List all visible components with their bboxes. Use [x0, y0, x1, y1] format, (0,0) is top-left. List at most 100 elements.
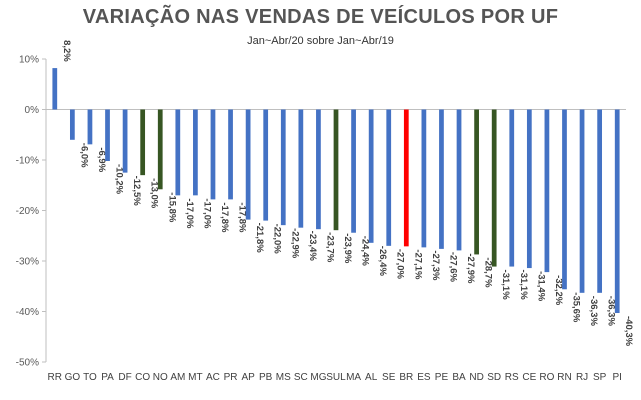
x-category-label: PB — [259, 372, 273, 383]
data-label: 8,2% — [61, 40, 72, 62]
x-category-label: RS — [505, 372, 519, 383]
data-label: -32,2% — [553, 275, 564, 306]
y-tick-label: -20% — [16, 206, 39, 217]
x-category-label: ES — [417, 372, 431, 383]
data-label: -6,9% — [96, 147, 107, 172]
x-category-label: CO — [135, 372, 150, 383]
data-label: -26,4% — [377, 246, 388, 277]
data-label: -31,1% — [500, 270, 511, 301]
data-label: -17,8% — [237, 202, 248, 233]
x-category-label: AP — [241, 372, 255, 383]
bar-se — [386, 109, 392, 246]
bar-to — [87, 109, 93, 145]
bar-pe — [439, 109, 444, 249]
bar-go — [69, 109, 75, 140]
data-label: -17,8% — [219, 202, 230, 233]
bar-pa — [105, 109, 110, 162]
bar-nd — [474, 109, 479, 255]
data-label: -12,5% — [131, 176, 142, 207]
x-category-label: SC — [294, 372, 308, 383]
bar-co — [140, 109, 146, 176]
bar-rn — [562, 109, 567, 290]
x-category-label: MT — [188, 372, 202, 383]
x-category-label: MA — [346, 372, 361, 383]
bar-rr — [52, 68, 58, 110]
x-category-label: SD — [487, 372, 501, 383]
bar-ma — [351, 109, 356, 233]
data-label: -27,9% — [465, 253, 476, 284]
bar-ce — [526, 109, 532, 269]
data-label: -23,9% — [342, 233, 353, 264]
bar-mg — [316, 109, 321, 230]
x-category-label: NO — [153, 372, 168, 383]
chart-subtitle: Jan~Abr/20 sobre Jan~Abr/19 — [247, 35, 394, 47]
data-label: -27,1% — [412, 249, 423, 280]
data-label: -15,8% — [166, 192, 177, 223]
data-label: -36,3% — [588, 296, 599, 327]
x-category-label: BA — [452, 372, 466, 383]
bar-ba — [456, 109, 462, 251]
x-category-label: SP — [593, 372, 607, 383]
y-tick-label: -30% — [16, 257, 39, 268]
x-category-label: PA — [101, 372, 114, 383]
y-tick-label: 10% — [19, 55, 39, 66]
y-tick-label: -10% — [16, 156, 39, 167]
data-label: -22,0% — [272, 224, 283, 255]
x-category-label: PI — [612, 372, 621, 383]
data-label: -17,0% — [201, 198, 212, 229]
data-label: -27,6% — [447, 252, 458, 283]
y-tick-label: -40% — [16, 307, 39, 318]
bar-ms — [280, 109, 286, 226]
y-tick-label: -50% — [16, 358, 39, 369]
data-label: -31,1% — [518, 270, 529, 301]
bar-es — [421, 109, 427, 248]
x-category-label: SUL — [326, 372, 346, 383]
bar-rs — [509, 109, 515, 267]
x-category-label: SE — [382, 372, 396, 383]
x-category-label: DF — [118, 372, 131, 383]
data-label: -10,2% — [114, 164, 125, 195]
bar-ap — [245, 109, 251, 220]
x-category-label: MS — [276, 372, 291, 383]
x-category-label: AL — [365, 372, 378, 383]
chart-title: VARIAÇÃO NAS VENDAS DE VEÍCULOS POR UF — [82, 6, 559, 28]
data-label: -35,6% — [570, 292, 581, 323]
data-label: -24,4% — [360, 236, 371, 267]
x-category-label: BR — [399, 372, 413, 383]
data-label: -36,3% — [606, 296, 617, 327]
x-category-label: RO — [539, 372, 554, 383]
y-tick-label: 0% — [25, 105, 40, 116]
bar-ro — [544, 109, 550, 273]
data-label: -23,7% — [324, 232, 335, 263]
data-label: -6,0% — [78, 143, 89, 168]
data-label: -13,0% — [149, 178, 160, 209]
bar-no — [157, 109, 163, 190]
bar-rj — [579, 109, 585, 293]
bar-ac — [210, 109, 216, 200]
data-label: -27,3% — [430, 250, 441, 281]
data-label: -21,8% — [254, 223, 265, 254]
x-category-label: TO — [83, 372, 97, 383]
x-category-label: AC — [206, 372, 220, 383]
x-category-label: AM — [170, 372, 185, 383]
data-label: -23,4% — [307, 231, 318, 262]
bar-al — [368, 109, 374, 243]
data-label: -17,0% — [184, 198, 195, 229]
x-category-label: CE — [522, 372, 536, 383]
x-category-label: ND — [469, 372, 483, 383]
bar-pi — [614, 109, 620, 314]
x-category-label: GO — [65, 372, 81, 383]
x-category-label: RN — [557, 372, 571, 383]
bar-sc — [298, 109, 304, 228]
bar-pb — [263, 109, 269, 221]
x-category-label: RR — [48, 372, 62, 383]
data-label: -31,4% — [535, 271, 546, 302]
bar-sd — [491, 109, 497, 267]
bar-br — [403, 109, 409, 247]
x-category-label: PE — [435, 372, 449, 383]
x-category-label: RJ — [576, 372, 588, 383]
data-label: -40,3% — [623, 316, 634, 347]
data-label: -28,7% — [483, 257, 494, 288]
